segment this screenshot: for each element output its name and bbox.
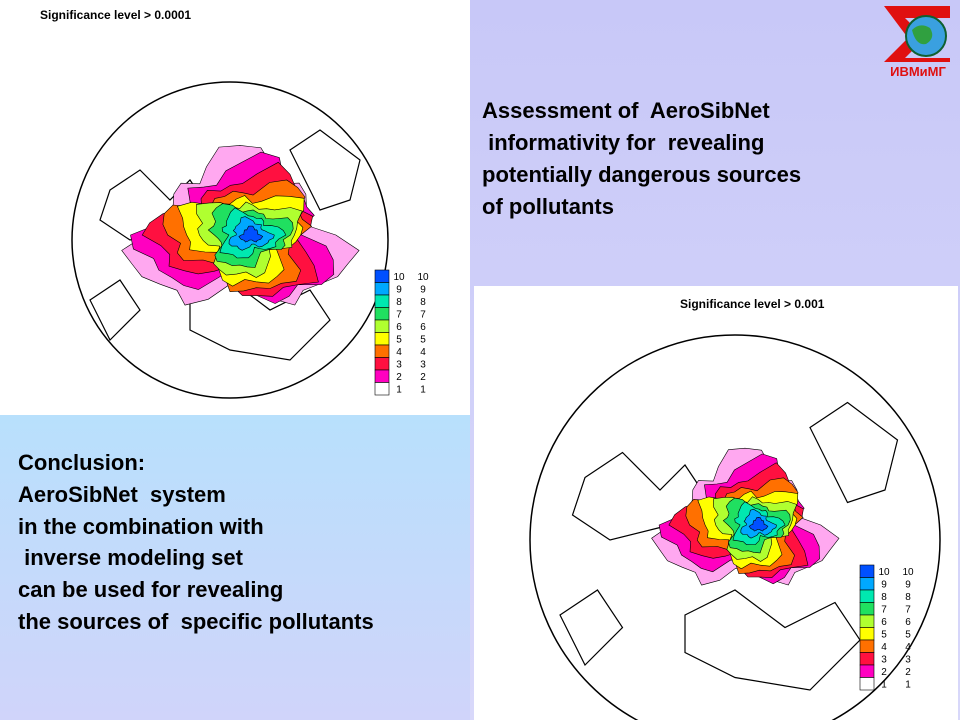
legend-swatch [859,639,875,653]
legend-label: 3 [881,655,887,666]
legend-label: 4 [420,347,426,358]
legend-swatch [374,369,390,383]
legend-swatch [859,614,875,628]
title-line: of pollutants [482,194,614,219]
legend: 10 109 98 87 76 65 54 43 32 21 1 [374,269,429,396]
legend-swatch [374,332,390,346]
conclusion-line: the sources of specific pollutants [18,609,374,634]
legend-swatch [374,294,390,308]
legend-swatch [859,577,875,591]
legend-label: 4 [881,642,887,653]
legend-label: 10 [902,567,914,578]
logo-land [912,25,933,45]
legend-label: 1 [396,385,402,396]
legend-label: 10 [417,272,429,283]
legend-label: 3 [420,360,426,371]
legend-label: 9 [396,285,402,296]
title-line: Assessment of AeroSibNet [482,98,770,123]
legend-label: 8 [420,297,426,308]
coastline [289,129,361,211]
legend-swatch [859,602,875,616]
legend-label: 1 [420,385,426,396]
coastline [809,401,899,504]
legend-swatch [374,307,390,321]
legend-label: 3 [396,360,402,371]
title-line: potentially dangerous sources [482,162,801,187]
legend-label: 2 [420,372,426,383]
legend-label: 6 [881,617,887,628]
legend-label: 6 [420,322,426,333]
legend-label: 1 [905,680,911,691]
legend-label: 4 [396,347,402,358]
legend-label: 2 [881,667,887,678]
conclusion-line: Conclusion: [18,450,145,475]
legend-label: 4 [905,642,911,653]
conclusion-panel [0,415,470,720]
legend-swatch [859,652,875,666]
legend-label: 5 [420,335,426,346]
legend-swatch [374,319,390,333]
coastline [89,279,141,342]
legend-label: 9 [420,285,426,296]
legend-label: 3 [905,655,911,666]
legend-swatch [374,344,390,358]
legend-label: 9 [905,580,911,591]
title: Assessment of AeroSibNet informativity f… [482,98,801,219]
legend-label: 5 [881,630,887,641]
conclusion-line: in the combination with [18,514,264,539]
legend-swatch [859,664,875,678]
conclusion: Conclusion: AeroSibNet system in the com… [18,450,374,634]
legend-swatch [374,357,390,371]
legend-label: 6 [396,322,402,333]
legend-swatch [374,269,390,283]
coastline [559,589,624,667]
legend-label: 10 [878,567,890,578]
pollution-contour [238,225,264,243]
legend-label: 5 [396,335,402,346]
legend-label: 10 [393,272,405,283]
conclusion-line: can be used for revealing [18,577,283,602]
legend-label: 5 [905,630,911,641]
legend-label: 8 [396,297,402,308]
legend-swatch [859,589,875,603]
map [71,81,389,399]
conclusion-line: AeroSibNet system [18,482,226,507]
legend-label: 8 [905,592,911,603]
legend-label: 2 [905,667,911,678]
legend-label: 1 [881,680,887,691]
legend-label: 7 [881,605,887,616]
legend-swatch [859,564,875,578]
conclusion-line: inverse modeling set [18,545,244,570]
map-label: Significance level > 0.001 [680,297,825,311]
legend-swatch [859,627,875,641]
legend-label: 7 [420,310,426,321]
legend-swatch [374,382,390,396]
legend-label: 2 [396,372,402,383]
legend-label: 7 [396,310,402,321]
legend-label: 7 [905,605,911,616]
legend-label: 8 [881,592,887,603]
logo: ИВМиМГ [884,6,950,79]
title-line: informativity for revealing [482,130,764,155]
legend-label: 6 [905,617,911,628]
map-label: Significance level > 0.0001 [40,8,191,22]
legend: 10 109 98 87 76 65 54 43 32 21 1 [859,564,914,691]
logo-text: ИВМиМГ [890,64,946,79]
legend-swatch [374,282,390,296]
legend-swatch [859,677,875,691]
legend-label: 9 [881,580,887,591]
map [529,334,941,720]
pollution-contour [748,516,769,532]
